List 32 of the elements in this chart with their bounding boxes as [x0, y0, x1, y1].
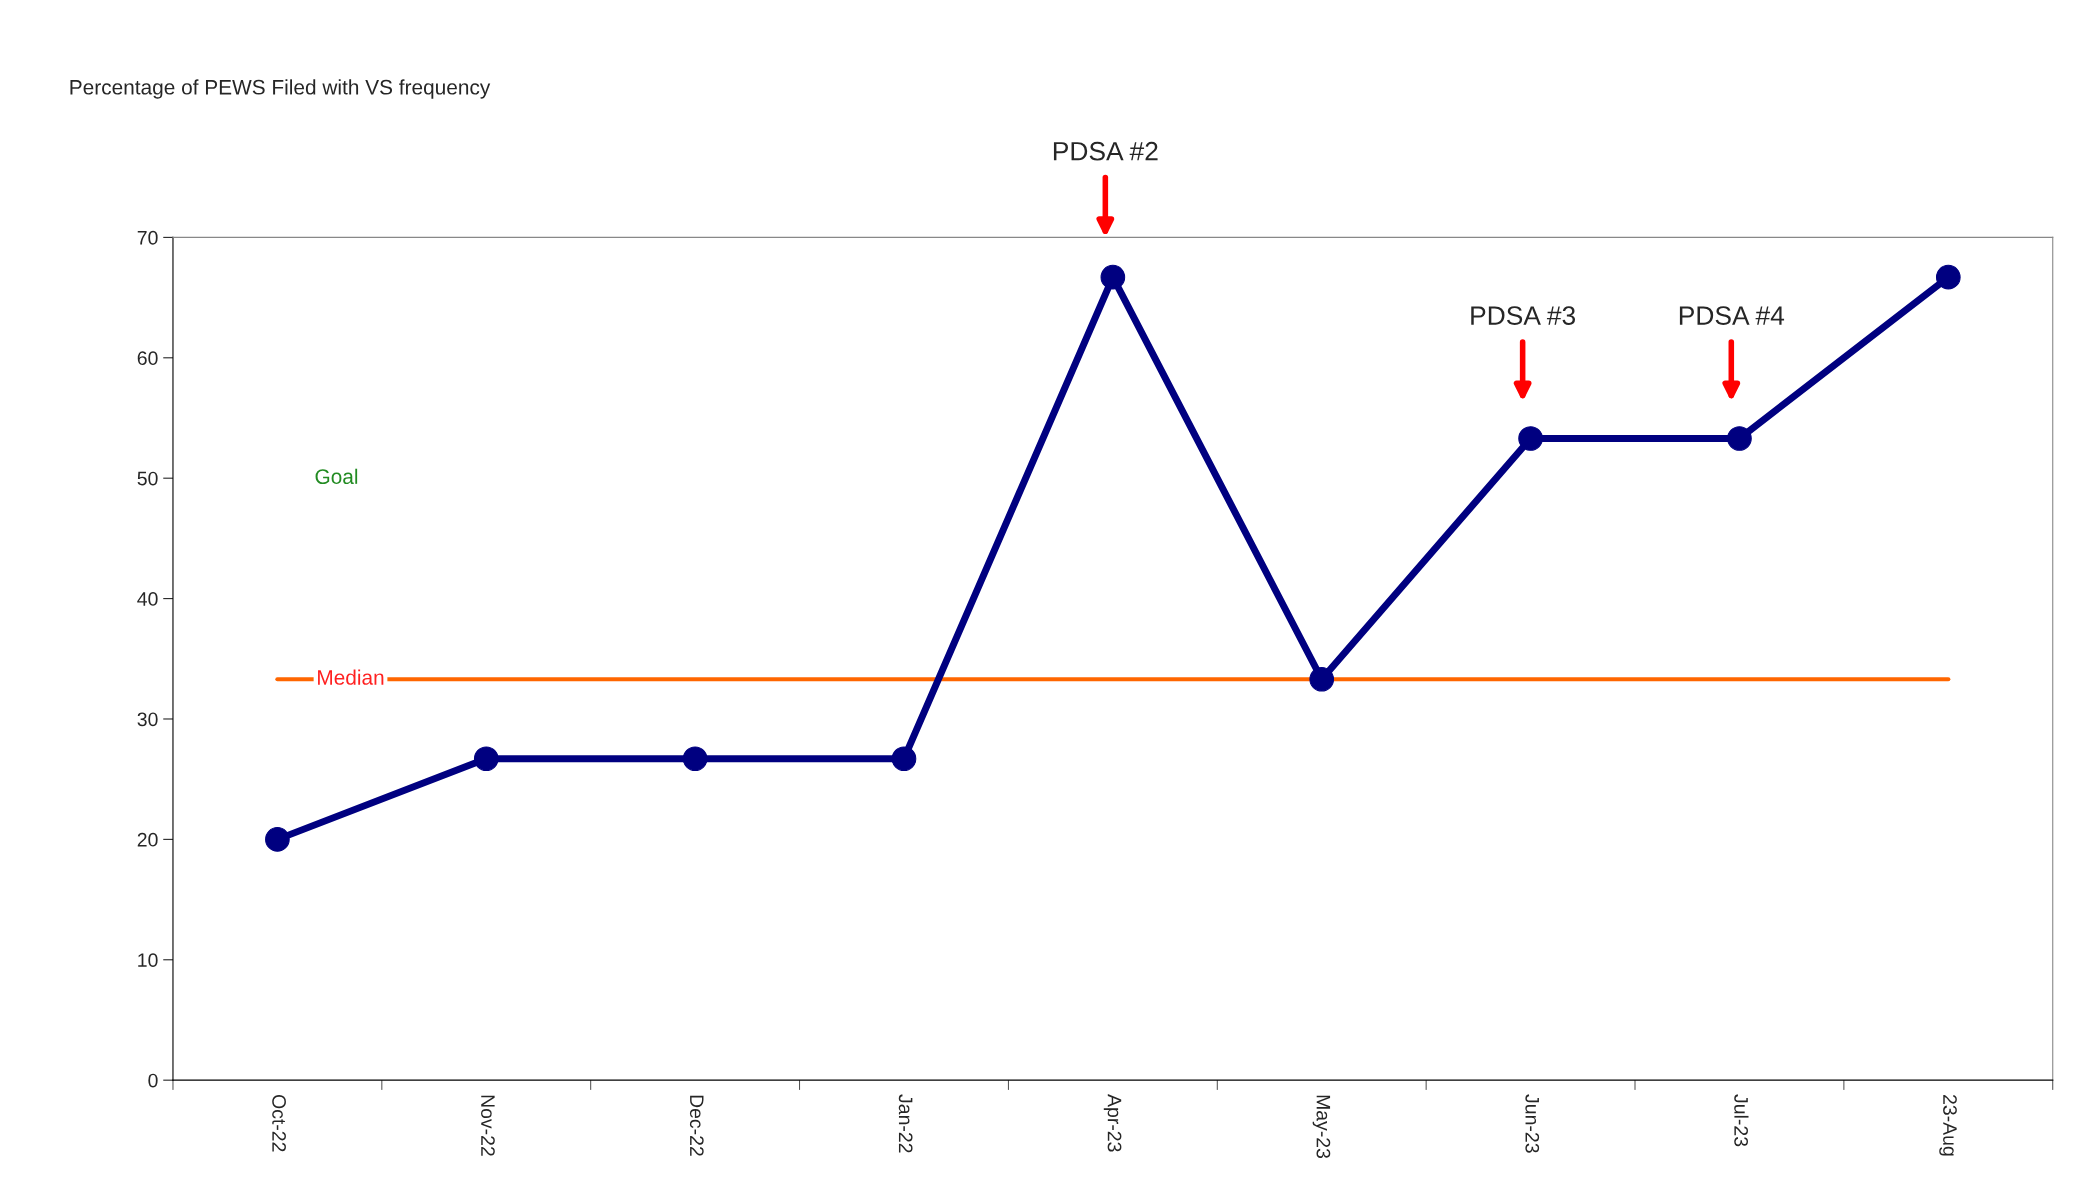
y-tick-label: 10 — [138, 953, 158, 968]
point — [891, 746, 917, 772]
annotation: PDSA #3 — [1471, 306, 1576, 325]
x-tick-label: Dec-22 — [689, 1095, 704, 1156]
y-tick-label: 60 — [137, 351, 158, 366]
point — [682, 746, 708, 772]
y-tick-label: 50 — [137, 471, 158, 486]
annotation: PDSA #4 — [1679, 306, 1785, 325]
ref-line-label: Median — [318, 669, 384, 685]
y-tick-label: 30 — [137, 712, 158, 727]
chart-title: Percentage of PEWS Filed with VS frequency — [70, 79, 491, 99]
point — [1309, 666, 1335, 692]
x-tick-label: May-23 — [1312, 1095, 1331, 1159]
point — [265, 827, 290, 852]
y-tick-label: 20 — [137, 832, 158, 847]
x-tick-label: Apr-23 — [1103, 1094, 1122, 1152]
x-tick-label: Oct-22 — [272, 1094, 286, 1152]
point — [473, 746, 499, 772]
x-tick-label: Nov-22 — [481, 1095, 495, 1156]
y-tick-label: 70 — [137, 230, 158, 245]
y-tick-label: 40 — [137, 592, 158, 606]
y-tick-label: 0 — [148, 1073, 158, 1088]
x-tick-label: Jun-23 — [1525, 1094, 1540, 1153]
x-tick-label: Jul-23 — [1734, 1094, 1749, 1147]
text: PDSA #2 — [1053, 141, 1158, 161]
x-tick-label: Jan-22 — [898, 1094, 913, 1153]
point — [1100, 264, 1126, 290]
point — [1935, 264, 1961, 290]
annotation: Goal — [315, 468, 358, 485]
point — [1727, 426, 1752, 451]
x-tick-label: 23-Aug — [1939, 1095, 1957, 1156]
point — [1518, 426, 1543, 451]
